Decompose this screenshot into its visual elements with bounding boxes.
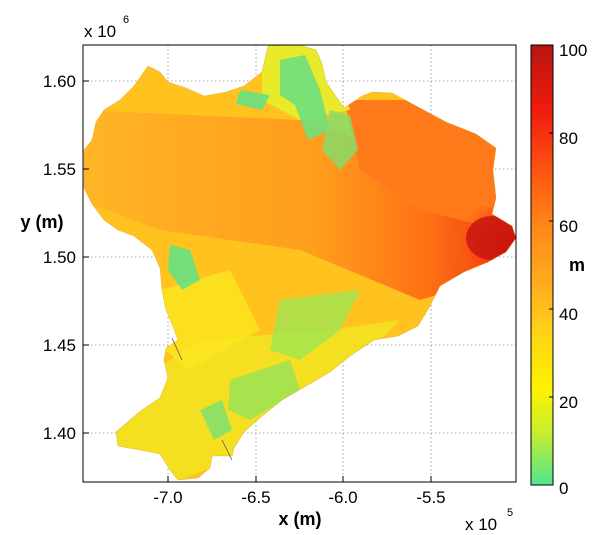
x-axis-label: x (m)	[278, 509, 321, 529]
y-exponent-base: x 10	[84, 22, 116, 41]
region-green-central	[322, 110, 358, 170]
region-northeast-block	[344, 100, 500, 230]
colorbar-tick-label: 100	[559, 41, 587, 60]
colorbar	[530, 44, 554, 486]
y-exponent-power: 6	[123, 14, 129, 26]
region-green-north	[280, 55, 330, 140]
x-ticks	[167, 476, 432, 482]
y-tick-label: 1.55	[43, 160, 76, 179]
colorbar-tick-label: 60	[559, 217, 578, 236]
y-tick-label: 1.50	[43, 248, 76, 267]
x-tick-label: -5.5	[416, 488, 445, 507]
y-tick-label: 1.60	[43, 72, 76, 91]
thin-mark-2	[221, 439, 233, 461]
colorbar-ticks	[549, 44, 553, 486]
region-southwest-yellow	[160, 270, 260, 370]
region-green-west	[168, 245, 200, 290]
colorbar-unit-label: m	[569, 255, 585, 275]
thin-mark-1	[171, 337, 183, 361]
x-exponent-power: 5	[507, 507, 513, 519]
region-outline	[83, 45, 516, 481]
plot-frame	[82, 44, 517, 483]
colorbar-tick-label: 80	[559, 129, 578, 148]
region-green-coast	[228, 360, 300, 420]
colorbar-tick-label: 40	[559, 305, 578, 324]
x-exponent-base: x 10	[465, 515, 497, 534]
x-tick-label: -7.0	[153, 488, 182, 507]
region-green-north2	[236, 90, 270, 110]
y-tick-label: 1.45	[43, 336, 76, 355]
region-green-south	[270, 290, 360, 360]
x-tick-label: -6.5	[241, 488, 270, 507]
y-ticks	[83, 80, 89, 434]
x-tick-label: -6.0	[328, 488, 357, 507]
region-east-core	[466, 216, 516, 260]
colorbar-tick-label: 0	[559, 479, 568, 498]
y-tick-label: 1.40	[43, 424, 76, 443]
colorbar-tick-label: 20	[559, 393, 578, 412]
y-axis-label: y (m)	[20, 212, 63, 232]
region-green-sw	[200, 400, 232, 440]
